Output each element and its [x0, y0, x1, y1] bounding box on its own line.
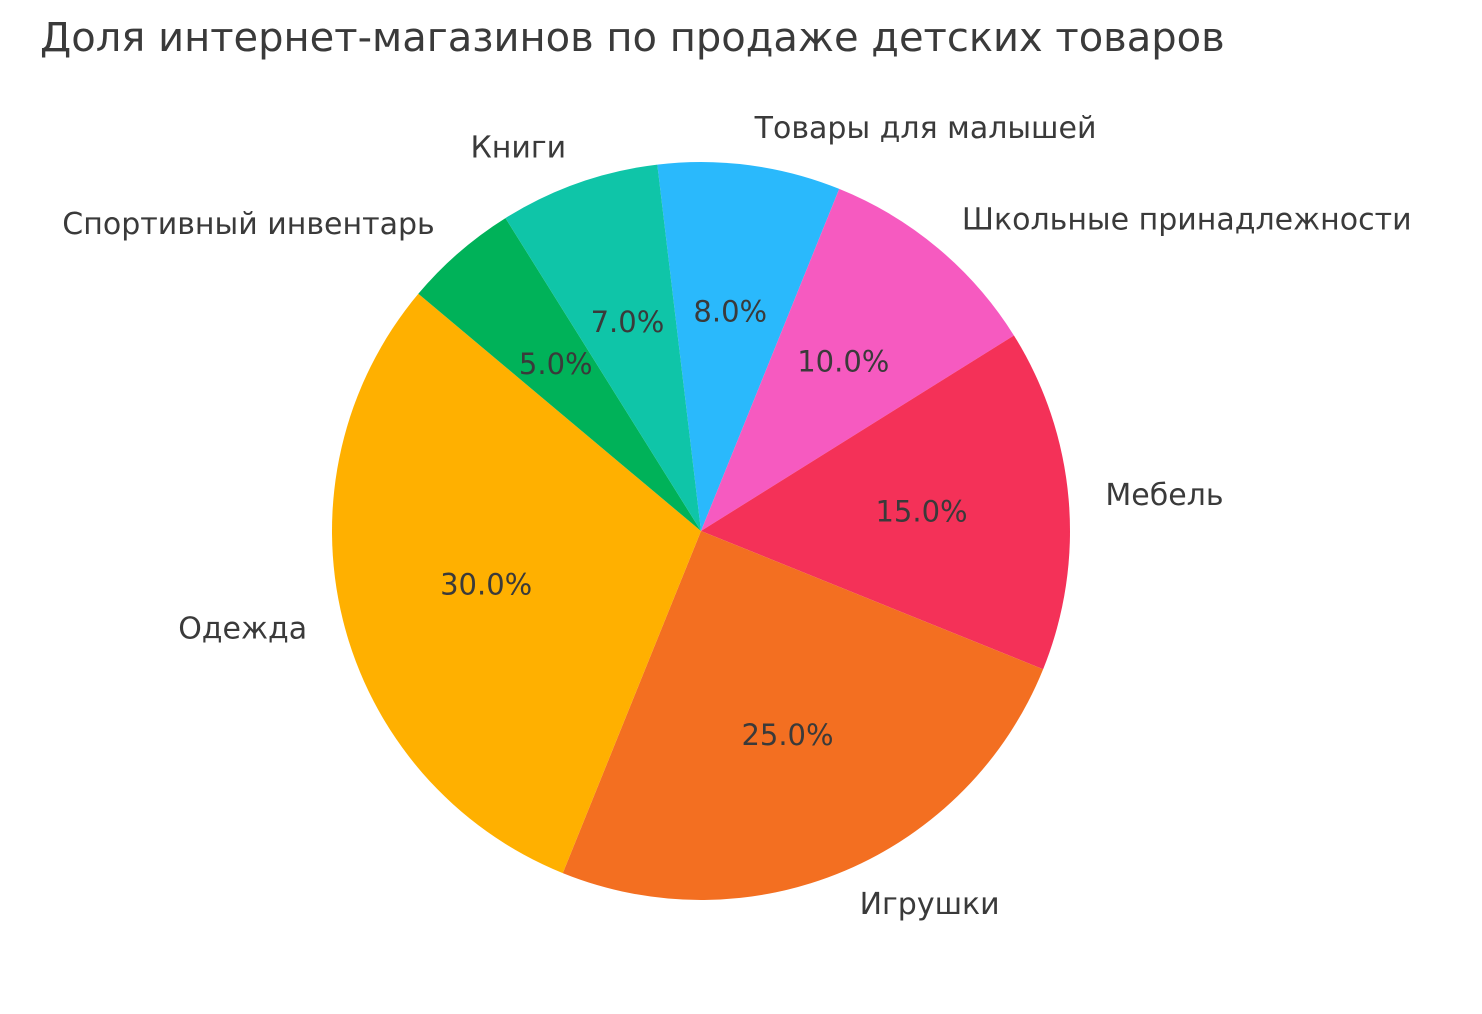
slice-percent-5: 5.0%: [519, 347, 593, 381]
slice-label-3: Игрушки: [860, 887, 1000, 922]
slice-percent-3: 25.0%: [741, 718, 833, 752]
slice-percent-6: 7.0%: [591, 305, 665, 339]
pie-slice-4: [331, 293, 701, 874]
pie-slice-3: [562, 531, 1044, 900]
slice-label-4: Одежда: [178, 612, 307, 647]
pie-slice-0: [657, 162, 840, 531]
slice-label-2: Мебель: [1105, 478, 1223, 513]
pie-slice-2: [701, 335, 1070, 670]
slice-label-1: Школьные принадлежности: [962, 203, 1412, 238]
slice-percent-4: 30.0%: [440, 568, 532, 602]
chart-title: Доля интернет-магазинов по продаже детск…: [40, 15, 1225, 61]
slice-label-6: Книги: [471, 131, 567, 166]
slice-percent-0: 8.0%: [693, 295, 767, 329]
pie-slice-5: [418, 218, 701, 531]
slice-label-5: Спортивный инвентарь: [62, 207, 434, 242]
pie-slice-6: [505, 164, 701, 531]
slice-percent-2: 15.0%: [875, 495, 967, 529]
slice-percent-1: 10.0%: [797, 344, 889, 378]
pie-slice-1: [701, 188, 1014, 531]
slice-label-0: Товары для малышей: [754, 111, 1097, 146]
